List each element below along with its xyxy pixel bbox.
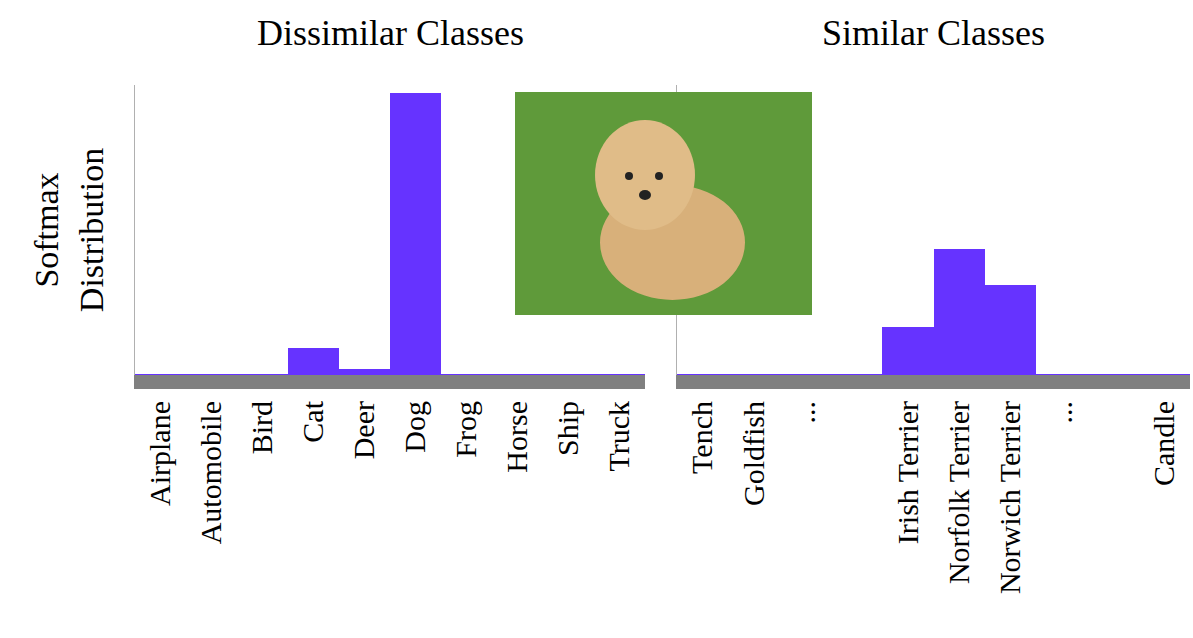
svg-text:...: ... xyxy=(788,401,821,424)
svg-text:Goldfish: Goldfish xyxy=(737,401,770,506)
svg-text:Horse: Horse xyxy=(500,401,533,473)
svg-text:Dissimilar Classes: Dissimilar Classes xyxy=(257,13,524,53)
svg-text:Irish Terrier: Irish Terrier xyxy=(891,401,924,544)
svg-text:Automobile: Automobile xyxy=(194,401,227,544)
svg-text:Similar Classes: Similar Classes xyxy=(822,13,1045,53)
svg-text:Deer: Deer xyxy=(347,401,380,459)
svg-text:SoftmaxDistribution: SoftmaxDistribution xyxy=(28,148,109,312)
svg-text:Cat: Cat xyxy=(296,400,329,442)
svg-text:Truck: Truck xyxy=(602,401,635,472)
svg-text:Dog: Dog xyxy=(398,401,431,453)
svg-text:Norwich Terrier: Norwich Terrier xyxy=(993,401,1026,594)
svg-text:Norfolk Terrier: Norfolk Terrier xyxy=(942,401,975,584)
svg-text:Ship: Ship xyxy=(551,401,584,456)
svg-text:Airplane: Airplane xyxy=(143,401,176,506)
svg-text:Bird: Bird xyxy=(245,401,278,454)
svg-text:Frog: Frog xyxy=(449,401,482,458)
svg-text:Tench: Tench xyxy=(685,401,718,474)
svg-text:...: ... xyxy=(1045,401,1078,424)
svg-text:Candle: Candle xyxy=(1147,401,1180,486)
